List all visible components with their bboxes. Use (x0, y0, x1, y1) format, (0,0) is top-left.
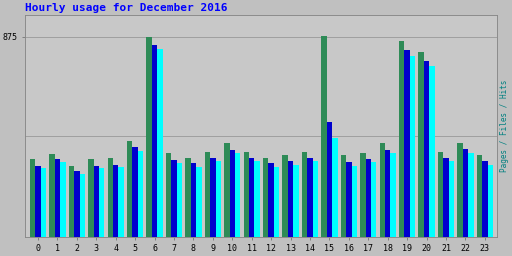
Bar (288, 161, 293, 237)
Bar (88, 159, 94, 237)
Bar (55, 159, 60, 237)
Bar (49, 154, 55, 237)
Bar (108, 158, 113, 237)
Bar (172, 160, 177, 237)
Bar (224, 143, 229, 237)
Bar (35, 166, 41, 237)
Bar (371, 162, 376, 237)
Bar (94, 166, 99, 237)
Bar (74, 172, 79, 237)
Bar (360, 153, 366, 237)
Bar (293, 165, 298, 237)
Bar (138, 151, 143, 237)
Bar (177, 164, 182, 237)
Bar (196, 167, 202, 237)
Bar (410, 56, 415, 237)
Bar (113, 165, 118, 237)
Bar (146, 37, 152, 237)
Bar (268, 164, 274, 237)
Bar (399, 41, 404, 237)
Bar (152, 45, 157, 237)
Bar (41, 168, 46, 237)
Bar (229, 150, 235, 237)
Bar (127, 141, 133, 237)
Bar (205, 152, 210, 237)
Bar (385, 150, 391, 237)
Bar (457, 143, 463, 237)
Bar (487, 165, 493, 237)
Bar (391, 153, 396, 237)
Bar (438, 152, 443, 237)
Bar (482, 161, 487, 237)
Bar (191, 164, 196, 237)
Bar (210, 158, 216, 237)
Bar (274, 167, 280, 237)
Bar (443, 158, 449, 237)
Bar (366, 159, 371, 237)
Bar (249, 158, 254, 237)
Bar (69, 166, 74, 237)
Bar (157, 49, 163, 237)
Bar (166, 153, 172, 237)
Bar (254, 161, 260, 237)
Bar (118, 167, 124, 237)
Text: Hourly usage for December 2016: Hourly usage for December 2016 (26, 3, 228, 13)
Bar (79, 174, 85, 237)
Bar (283, 155, 288, 237)
Bar (302, 152, 307, 237)
Bar (263, 158, 268, 237)
Bar (185, 158, 191, 237)
Bar (346, 162, 352, 237)
Bar (468, 153, 474, 237)
Bar (307, 158, 313, 237)
Bar (424, 61, 429, 237)
Bar (244, 152, 249, 237)
Bar (327, 122, 332, 237)
Bar (99, 168, 104, 237)
Bar (463, 149, 468, 237)
Bar (449, 161, 454, 237)
Bar (60, 162, 66, 237)
Bar (340, 155, 346, 237)
Bar (477, 155, 482, 237)
Bar (321, 36, 327, 237)
Bar (216, 161, 221, 237)
Y-axis label: Pages / Files / Hits: Pages / Files / Hits (500, 80, 509, 172)
Bar (313, 161, 318, 237)
Bar (379, 143, 385, 237)
Bar (352, 166, 357, 237)
Bar (30, 159, 35, 237)
Bar (133, 147, 138, 237)
Bar (235, 153, 241, 237)
Bar (418, 51, 424, 237)
Bar (404, 50, 410, 237)
Bar (429, 66, 435, 237)
Bar (332, 138, 337, 237)
